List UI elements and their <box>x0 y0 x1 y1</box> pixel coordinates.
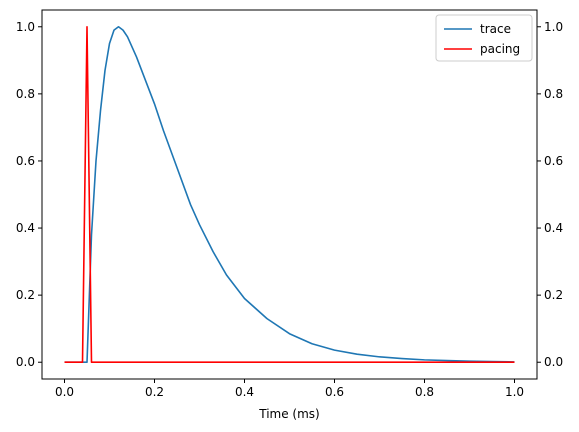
x-tick-label: 1.0 <box>505 385 524 399</box>
x-tick-label: 0.8 <box>415 385 434 399</box>
right-y-tick-label: 0.4 <box>544 221 563 235</box>
y-tick-label: 0.8 <box>16 87 35 101</box>
legend: trace pacing <box>435 14 533 62</box>
x-tick-label: 0.0 <box>55 385 74 399</box>
y-tick-label: 1.0 <box>16 20 35 34</box>
right-y-tick-label: 0.2 <box>544 288 563 302</box>
y-tick-label: 0.0 <box>16 355 35 369</box>
y-axis-right: 0.0 0.2 0.4 0.6 0.8 1.0 <box>537 20 563 369</box>
right-y-tick-label: 0.6 <box>544 154 563 168</box>
x-axis-title: Time (ms) <box>258 407 320 421</box>
series-line-trace <box>64 25 515 364</box>
x-tick-label: 0.6 <box>325 385 344 399</box>
y-tick-label: 0.6 <box>16 154 35 168</box>
x-tick-label: 0.4 <box>235 385 254 399</box>
series-line-pacing <box>64 25 515 364</box>
legend-label-pacing: pacing <box>480 42 520 56</box>
legend-label-trace: trace <box>480 22 511 36</box>
right-y-tick-label: 0.0 <box>544 355 563 369</box>
series-layer <box>64 25 515 364</box>
y-tick-label: 0.4 <box>16 221 35 235</box>
x-axis: 0.0 0.2 0.4 0.6 0.8 1.0 <box>55 379 524 399</box>
y-tick-label: 0.2 <box>16 288 35 302</box>
plot-frame <box>41 9 538 380</box>
right-y-tick-label: 0.8 <box>544 87 563 101</box>
x-tick-label: 0.2 <box>145 385 164 399</box>
right-y-tick-label: 1.0 <box>544 20 563 34</box>
y-axis-left: 0.0 0.2 0.4 0.6 0.8 1.0 <box>16 20 42 369</box>
